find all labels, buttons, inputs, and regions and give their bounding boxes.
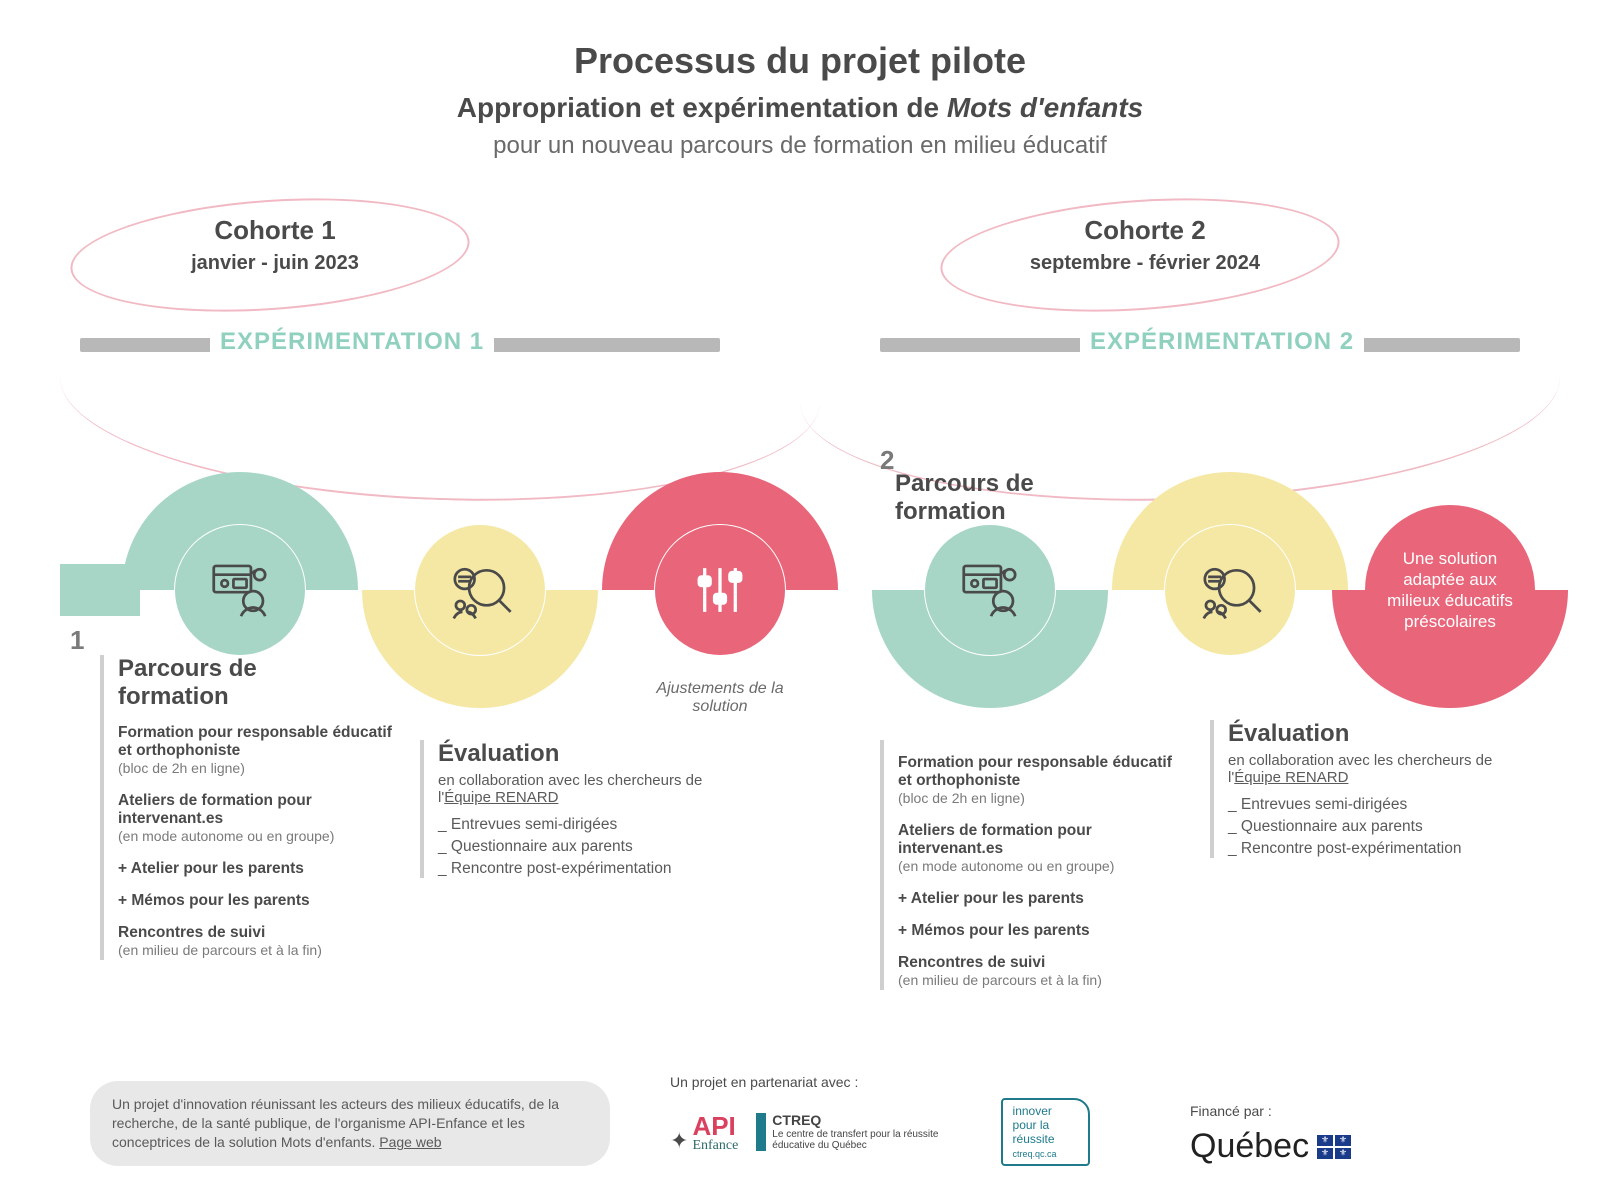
- column-2-block-4: Rencontres de suivi(en milieu de parcour…: [898, 954, 1180, 990]
- column-1: Évaluation en collaboration avec les cher…: [420, 740, 720, 878]
- column-0-heading: Parcours deformation: [118, 655, 400, 710]
- column-2: Formation pour responsable éducatif et o…: [880, 740, 1180, 990]
- column-1-item-1: _ Questionnaire aux parents: [438, 838, 720, 856]
- quebec-flag-icon: [1317, 1135, 1351, 1159]
- logo-ctreq-sub: Le centre de transfert pour la réussite …: [772, 1129, 938, 1151]
- footer-pill-text: Un projet d'innovation réunissant les ac…: [112, 1096, 559, 1150]
- node-3: [925, 525, 1055, 655]
- column-0: Parcours deformation Formation pour respo…: [100, 655, 400, 960]
- cohort-1: Cohorte 1 janvier - juin 2023: [95, 215, 455, 275]
- column-1-list: _ Entrevues semi-dirigées _ Questionnaire…: [438, 816, 720, 878]
- column-0-block-2: + Atelier pour les parents: [118, 860, 400, 878]
- column-1-item-2: _ Rencontre post-expérimentation: [438, 860, 720, 878]
- cohort-1-title: Cohorte 1: [95, 215, 455, 246]
- logo-quebec: Québec: [1190, 1127, 1520, 1166]
- funding-block: Financé par : Québec: [1190, 1103, 1520, 1166]
- footer-pill: Un projet d'innovation réunissant les ac…: [90, 1081, 610, 1166]
- logo-api-l2: Enfance: [692, 1138, 738, 1154]
- column-0-block-3: + Mémos pour les parents: [118, 892, 400, 910]
- column-2-block-1: Ateliers de formation pour intervenant.e…: [898, 822, 1180, 876]
- column-2-block-2: + Atelier pour les parents: [898, 890, 1180, 908]
- parcours-header-2-l2: formation: [895, 498, 1006, 525]
- title-block: Processus du projet pilote Appropriation…: [0, 0, 1600, 160]
- title-sub-pre: Appropriation et expérimentation de: [457, 92, 947, 123]
- node-2: [655, 525, 785, 655]
- logo-innover-l1: innover: [1013, 1104, 1052, 1118]
- column-3-item-0: _ Entrevues semi-dirigées: [1228, 796, 1510, 814]
- logo-api-l1: API: [692, 1111, 735, 1141]
- node-1: [415, 525, 545, 655]
- node-5: Une solution adaptée aux milieux éducati…: [1365, 505, 1535, 675]
- column-1-lead: en collaboration avec les chercheurs de …: [438, 772, 720, 806]
- logo-innover-url: ctreq.qc.ca: [1013, 1149, 1057, 1159]
- logo-innover-l2: pour la réussite: [1013, 1118, 1055, 1146]
- column-2-block-3: + Mémos pour les parents: [898, 922, 1180, 940]
- cohort-2: Cohorte 2 septembre - février 2024: [965, 215, 1325, 275]
- title-main: Processus du projet pilote: [0, 40, 1600, 82]
- column-3-list: _ Entrevues semi-dirigées _ Questionnaire…: [1228, 796, 1510, 858]
- column-3-heading: Évaluation: [1228, 720, 1510, 748]
- funding-label: Financé par :: [1190, 1103, 1520, 1119]
- logo-ctreq: CTREQ Le centre de transfert pour la réu…: [756, 1113, 982, 1150]
- column-3-item-2: _ Rencontre post-expérimentation: [1228, 840, 1510, 858]
- logo-innover: innover pour la réussite ctreq.qc.ca: [1001, 1098, 1090, 1166]
- column-1-heading: Évaluation: [438, 740, 720, 768]
- step-number-2: 2: [880, 445, 894, 476]
- partners-block: Un projet en partenariat avec : ✦ API En…: [670, 1074, 1090, 1166]
- exp-label-2: EXPÉRIMENTATION 2: [1080, 328, 1364, 356]
- column-3: Évaluation en collaboration avec les cher…: [1210, 720, 1510, 858]
- logo-ctreq-name: CTREQ: [772, 1112, 821, 1128]
- cohort-1-dates: janvier - juin 2023: [95, 252, 455, 275]
- title-sub: Appropriation et expérimentation de Mots…: [0, 92, 1600, 124]
- adjust-caption: Ajustements de la solution: [630, 680, 810, 716]
- exp-label-1: EXPÉRIMENTATION 1: [210, 328, 494, 356]
- column-0-block-1: Ateliers de formation pour intervenant.e…: [118, 792, 400, 846]
- node-0: [175, 525, 305, 655]
- title-desc: pour un nouveau parcours de formation en…: [0, 132, 1600, 160]
- api-mark-icon: ✦: [670, 1128, 688, 1154]
- node-4: [1165, 525, 1295, 655]
- step-number-1: 1: [70, 625, 84, 656]
- parcours-header-2: Parcours de formation: [895, 470, 1034, 525]
- column-3-lead: en collaboration avec les chercheurs de …: [1228, 752, 1510, 786]
- column-0-block-4: Rencontres de suivi(en milieu de parcour…: [118, 924, 400, 960]
- parcours-header-2-l1: Parcours de: [895, 470, 1034, 497]
- node-5-text: Une solution adaptée aux milieux éducati…: [1365, 536, 1535, 645]
- partners-label: Un projet en partenariat avec :: [670, 1074, 1090, 1090]
- cohort-2-title: Cohorte 2: [965, 215, 1325, 246]
- column-0-block-0: Formation pour responsable éducatif et o…: [118, 724, 400, 778]
- column-2-block-0: Formation pour responsable éducatif et o…: [898, 754, 1180, 808]
- title-sub-em: Mots d'enfants: [947, 92, 1143, 123]
- cohort-2-dates: septembre - février 2024: [965, 252, 1325, 275]
- logo-api: ✦ API Enfance: [670, 1111, 738, 1154]
- column-3-item-1: _ Questionnaire aux parents: [1228, 818, 1510, 836]
- logo-quebec-text: Québec: [1190, 1127, 1309, 1166]
- footer-pill-link[interactable]: Page web: [379, 1134, 441, 1150]
- column-1-item-0: _ Entrevues semi-dirigées: [438, 816, 720, 834]
